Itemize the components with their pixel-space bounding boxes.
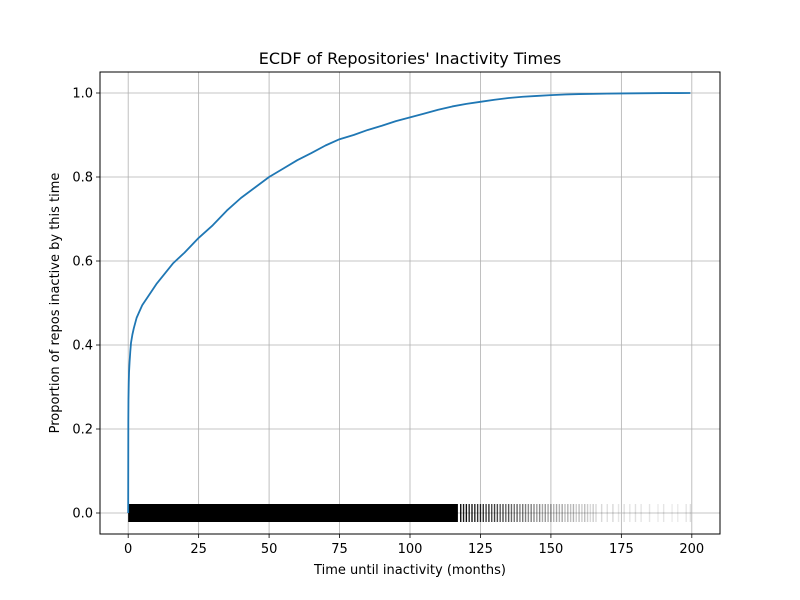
y-tick-label: 0.8 (72, 171, 93, 186)
x-tick-label: 0 (124, 542, 132, 557)
ecdf-series (127, 92, 691, 514)
x-tick-label: 100 (398, 542, 423, 557)
y-axis-label: Proportion of repos inactive by this tim… (48, 173, 63, 434)
x-tick-label: 50 (261, 542, 278, 557)
y-tick-label: 0.4 (72, 339, 93, 354)
rug-dense-block (128, 504, 458, 522)
y-tick-label: 1.0 (72, 87, 93, 102)
y-axis-ticks: 0.0 0.2 0.4 0.6 0.8 1.0 (72, 87, 100, 522)
ecdf-line (127, 92, 691, 514)
x-tick-label: 175 (609, 542, 634, 557)
grid (100, 72, 720, 534)
chart-title: ECDF of Repositories' Inactivity Times (259, 49, 562, 68)
y-tick-label: 0.6 (72, 255, 93, 270)
rug-plot (128, 504, 692, 522)
x-tick-label: 150 (538, 542, 563, 557)
x-tick-label: 200 (679, 542, 704, 557)
y-tick-label: 0.2 (72, 423, 93, 438)
x-tick-label: 125 (468, 542, 493, 557)
y-tick-label: 0.0 (72, 507, 93, 522)
x-tick-label: 75 (331, 542, 348, 557)
x-tick-label: 25 (190, 542, 207, 557)
x-axis-label: Time until inactivity (months) (313, 563, 506, 578)
x-axis-ticks: 0 25 50 75 100 125 150 175 200 (124, 534, 704, 557)
